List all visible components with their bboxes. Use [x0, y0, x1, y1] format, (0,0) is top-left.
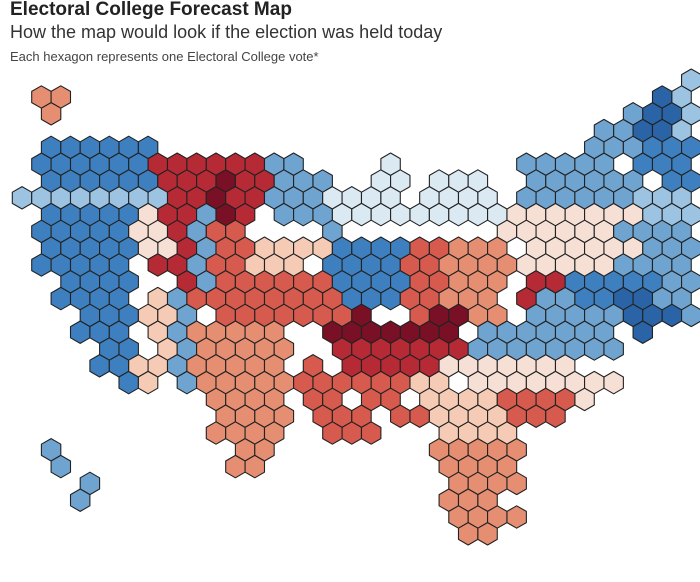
- electoral-vote-hex: [496, 219, 518, 244]
- electoral-vote-hex: [593, 286, 615, 311]
- electoral-vote-hex: [535, 186, 557, 210]
- electoral-vote-hex: [593, 118, 615, 143]
- chart-header: Electoral College Forecast Map How the m…: [10, 0, 690, 65]
- electoral-vote-hex: [448, 303, 469, 328]
- electoral-vote-hex: [642, 202, 663, 227]
- electoral-vote-hex: [137, 370, 159, 395]
- electoral-vote-hex: [603, 337, 624, 361]
- electoral-vote-hex: [593, 186, 615, 210]
- electoral-vote-hex: [293, 303, 314, 328]
- electoral-vote-hex: [293, 202, 314, 227]
- electoral-vote-hex: [516, 286, 537, 311]
- electoral-vote-hex: [632, 320, 654, 344]
- electoral-vote-hex: [118, 169, 139, 193]
- electoral-vote-hex: [380, 286, 401, 311]
- electoral-vote-hex: [205, 421, 227, 445]
- electoral-vote-hex: [506, 337, 527, 361]
- electoral-vote-hex: [186, 186, 207, 210]
- electoral-vote-hex: [31, 253, 52, 277]
- electoral-vote-hex: [89, 354, 110, 378]
- electoral-vote-hex: [370, 202, 392, 227]
- electoral-vote-hex: [632, 152, 654, 176]
- electoral-vote-hex: [390, 202, 411, 227]
- electoral-vote-hex: [244, 454, 266, 479]
- electoral-vote-hex: [681, 202, 700, 227]
- electoral-vote-hex: [613, 253, 634, 277]
- electoral-vote-hex: [545, 337, 566, 361]
- electoral-vote-hex: [564, 337, 586, 361]
- electoral-vote-hex: [467, 337, 489, 361]
- electoral-vote-hex: [506, 404, 527, 428]
- electoral-vote-hex: [574, 186, 595, 210]
- electoral-vote-hex: [351, 202, 372, 227]
- electoral-vote-hex: [661, 202, 683, 227]
- electoral-vote-hex: [273, 202, 295, 227]
- electoral-vote-hex: [79, 169, 101, 193]
- electoral-vote-hex: [487, 337, 508, 361]
- electoral-vote-hex: [147, 253, 169, 277]
- electoral-vote-hex: [671, 253, 692, 277]
- electoral-vote-hex: [574, 253, 595, 277]
- electoral-vote-hex: [613, 186, 634, 210]
- electoral-vote-hex: [545, 404, 566, 428]
- electoral-vote-hex: [554, 186, 576, 210]
- electoral-vote-hex: [360, 387, 382, 412]
- electoral-vote-hex: [341, 421, 363, 445]
- electoral-vote-hex: [477, 522, 498, 546]
- electoral-vote-hex: [438, 354, 460, 378]
- electoral-vote-hex: [651, 286, 673, 311]
- electoral-vote-hex: [11, 186, 33, 210]
- electoral-vote-hex: [681, 303, 700, 328]
- chart-subtitle: How the map would look if the election w…: [10, 22, 443, 42]
- electoral-vote-hex: [40, 169, 62, 193]
- electoral-vote-hex: [506, 505, 527, 529]
- electoral-vote-hex: [467, 370, 489, 395]
- electoral-vote-hex: [593, 253, 615, 277]
- electoral-vote-hex: [584, 337, 605, 361]
- electoral-vote-hex: [60, 169, 81, 193]
- electoral-vote-hex: [50, 286, 72, 311]
- electoral-vote-hex: [574, 286, 595, 311]
- electoral-vote-hex: [467, 202, 489, 227]
- electoral-vote-hex: [360, 421, 382, 445]
- electoral-vote-hex: [351, 303, 372, 328]
- electoral-vote-hex: [390, 404, 411, 428]
- electoral-vote-hex: [331, 202, 353, 227]
- electoral-vote-hex: [516, 186, 537, 210]
- electoral-vote-hex: [516, 253, 537, 277]
- chart-note: Each hexagon represents one Electoral Co…: [10, 49, 319, 64]
- electoral-vote-hex: [574, 387, 595, 412]
- electoral-vote-hex: [448, 202, 469, 227]
- electoral-vote-hex: [50, 454, 72, 479]
- electoral-vote-hex: [99, 169, 120, 193]
- electoral-vote-hex: [244, 253, 266, 277]
- electoral-vote-hex: [457, 522, 479, 546]
- electoral-vote-hex: [186, 286, 207, 311]
- electoral-vote-hex: [69, 320, 91, 344]
- electoral-vote-hex: [632, 253, 654, 277]
- electoral-vote-hex: [506, 471, 527, 496]
- electoral-vote-hex: [225, 454, 246, 479]
- electoral-vote-hex: [40, 102, 62, 126]
- chart-title: Electoral College Forecast Map: [10, 0, 292, 20]
- electoral-vote-hex: [186, 354, 207, 378]
- electoral-vote-hex: [603, 370, 624, 395]
- electoral-vote-hex: [322, 421, 343, 445]
- electoral-vote-hex: [651, 253, 673, 277]
- electoral-vote-hex: [69, 488, 91, 512]
- electoral-vote-hex: [428, 202, 450, 227]
- electoral-vote-hex: [525, 404, 547, 428]
- electoral-vote-hex: [554, 253, 576, 277]
- electoral-vote-hex: [525, 337, 547, 361]
- electoral-vote-hex: [390, 169, 411, 193]
- electoral-vote-hex: [535, 253, 557, 277]
